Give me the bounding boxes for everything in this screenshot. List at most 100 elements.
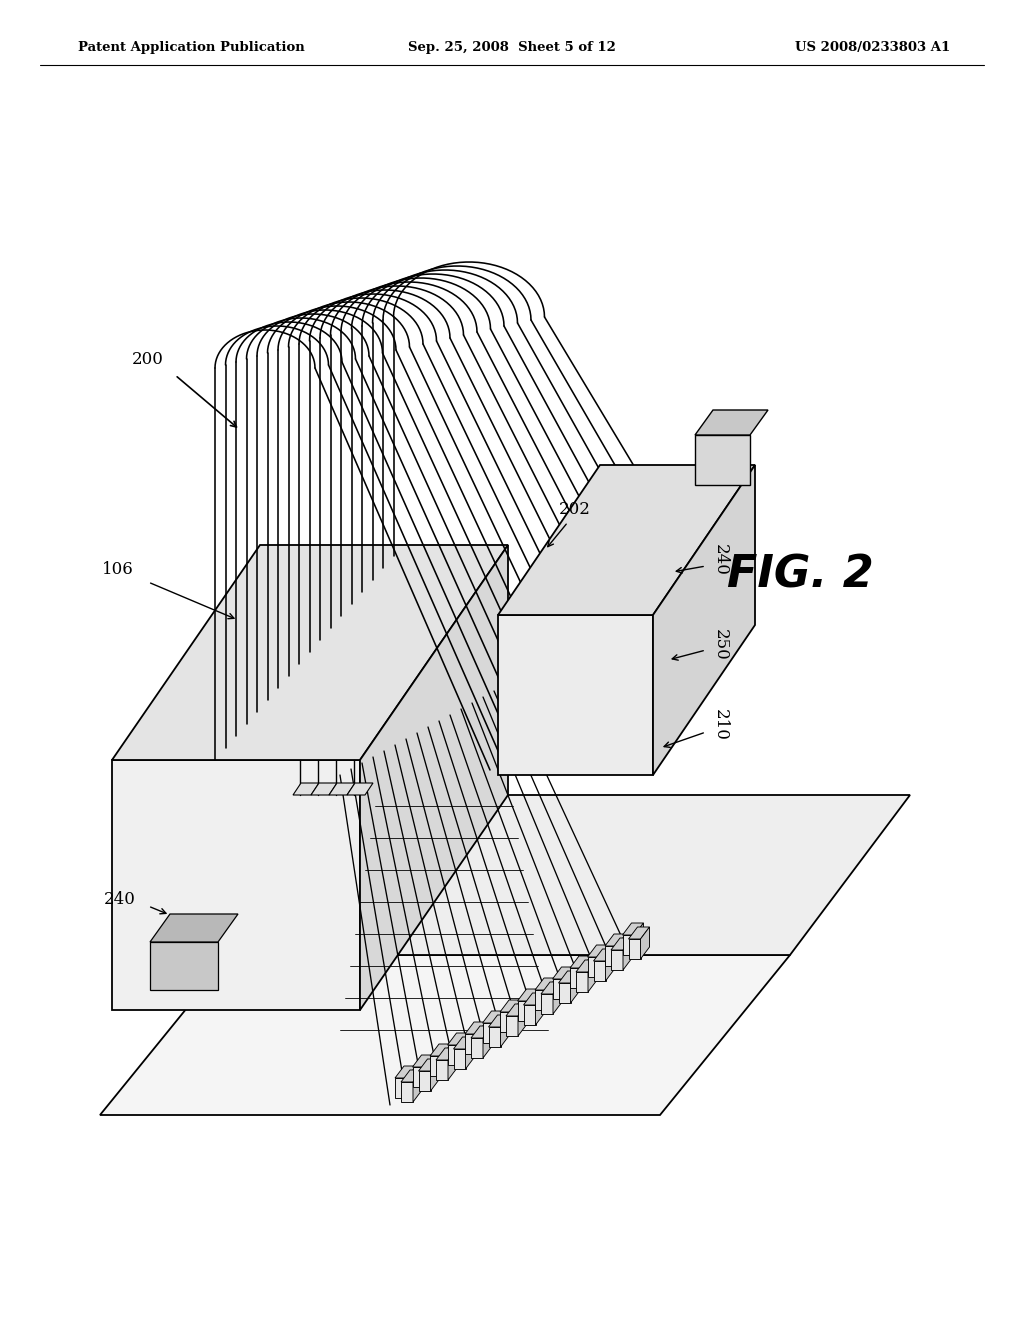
- Polygon shape: [449, 1048, 457, 1080]
- Polygon shape: [482, 1011, 504, 1023]
- Polygon shape: [695, 411, 768, 436]
- Polygon shape: [454, 1049, 466, 1069]
- Text: 106: 106: [102, 561, 134, 578]
- Polygon shape: [347, 783, 373, 795]
- Polygon shape: [419, 1059, 439, 1071]
- Text: 202: 202: [559, 502, 591, 519]
- Polygon shape: [430, 1056, 442, 1076]
- Polygon shape: [523, 993, 545, 1005]
- Polygon shape: [112, 545, 508, 760]
- Text: 240: 240: [712, 544, 728, 576]
- Polygon shape: [605, 949, 614, 981]
- Text: 250: 250: [712, 630, 728, 661]
- Polygon shape: [454, 1038, 474, 1049]
- Polygon shape: [430, 1044, 451, 1056]
- Polygon shape: [419, 1071, 430, 1092]
- Polygon shape: [460, 1034, 469, 1065]
- Polygon shape: [482, 1023, 495, 1043]
- Polygon shape: [471, 1026, 492, 1038]
- Polygon shape: [466, 1038, 474, 1069]
- Polygon shape: [541, 994, 553, 1014]
- Polygon shape: [582, 956, 591, 987]
- Polygon shape: [483, 1026, 492, 1059]
- Polygon shape: [623, 939, 632, 970]
- Polygon shape: [611, 950, 623, 970]
- Polygon shape: [529, 989, 539, 1020]
- Text: Sep. 25, 2008  Sheet 5 of 12: Sep. 25, 2008 Sheet 5 of 12: [408, 41, 616, 54]
- Text: 200: 200: [132, 351, 164, 368]
- Polygon shape: [488, 1027, 501, 1047]
- Polygon shape: [575, 960, 597, 972]
- Polygon shape: [436, 1060, 449, 1080]
- Polygon shape: [564, 968, 573, 999]
- Polygon shape: [498, 465, 755, 615]
- Polygon shape: [512, 1001, 521, 1032]
- Polygon shape: [500, 1001, 521, 1012]
- Polygon shape: [518, 1005, 527, 1036]
- Polygon shape: [547, 978, 556, 1010]
- Polygon shape: [594, 961, 605, 981]
- Polygon shape: [605, 935, 626, 946]
- Polygon shape: [425, 1055, 433, 1086]
- Polygon shape: [498, 615, 653, 775]
- Polygon shape: [517, 989, 539, 1001]
- Polygon shape: [293, 783, 319, 795]
- Polygon shape: [401, 1071, 422, 1082]
- Polygon shape: [230, 795, 910, 954]
- Polygon shape: [553, 982, 562, 1014]
- Polygon shape: [413, 1067, 425, 1086]
- Text: Patent Application Publication: Patent Application Publication: [78, 41, 305, 54]
- Polygon shape: [401, 1082, 413, 1102]
- Polygon shape: [436, 1048, 457, 1060]
- Polygon shape: [635, 923, 643, 954]
- Polygon shape: [570, 968, 582, 987]
- Polygon shape: [311, 783, 337, 795]
- Polygon shape: [599, 945, 608, 977]
- Polygon shape: [442, 1044, 451, 1076]
- Polygon shape: [588, 960, 597, 993]
- Polygon shape: [588, 957, 599, 977]
- Polygon shape: [541, 982, 562, 994]
- Polygon shape: [477, 1022, 486, 1053]
- Polygon shape: [506, 1005, 527, 1016]
- Polygon shape: [558, 972, 580, 983]
- Text: 210: 210: [712, 709, 728, 741]
- Polygon shape: [112, 760, 360, 1010]
- Polygon shape: [430, 1059, 439, 1092]
- Polygon shape: [617, 935, 626, 966]
- Polygon shape: [535, 978, 556, 990]
- Polygon shape: [447, 1034, 469, 1045]
- Polygon shape: [413, 1071, 422, 1102]
- Polygon shape: [553, 968, 573, 979]
- Polygon shape: [495, 1011, 504, 1043]
- Polygon shape: [629, 939, 640, 960]
- Polygon shape: [570, 956, 591, 968]
- Polygon shape: [100, 954, 790, 1115]
- Polygon shape: [553, 979, 564, 999]
- Polygon shape: [395, 1078, 407, 1098]
- Polygon shape: [640, 927, 649, 960]
- Polygon shape: [329, 783, 355, 795]
- Text: US 2008/0233803 A1: US 2008/0233803 A1: [795, 41, 950, 54]
- Polygon shape: [360, 545, 508, 1010]
- Polygon shape: [605, 946, 617, 966]
- Polygon shape: [653, 465, 755, 775]
- Polygon shape: [623, 935, 635, 954]
- Text: FIG. 2: FIG. 2: [727, 553, 873, 597]
- Polygon shape: [536, 993, 545, 1026]
- Polygon shape: [413, 1055, 433, 1067]
- Polygon shape: [447, 1045, 460, 1065]
- Polygon shape: [500, 1012, 512, 1032]
- Polygon shape: [611, 939, 632, 950]
- Polygon shape: [150, 913, 238, 942]
- Polygon shape: [150, 942, 218, 990]
- Polygon shape: [629, 927, 649, 939]
- Polygon shape: [535, 990, 547, 1010]
- Polygon shape: [588, 945, 608, 957]
- Polygon shape: [695, 436, 750, 484]
- Polygon shape: [501, 1015, 510, 1047]
- Polygon shape: [465, 1034, 477, 1053]
- Polygon shape: [523, 1005, 536, 1026]
- Polygon shape: [488, 1015, 510, 1027]
- Polygon shape: [395, 1067, 416, 1078]
